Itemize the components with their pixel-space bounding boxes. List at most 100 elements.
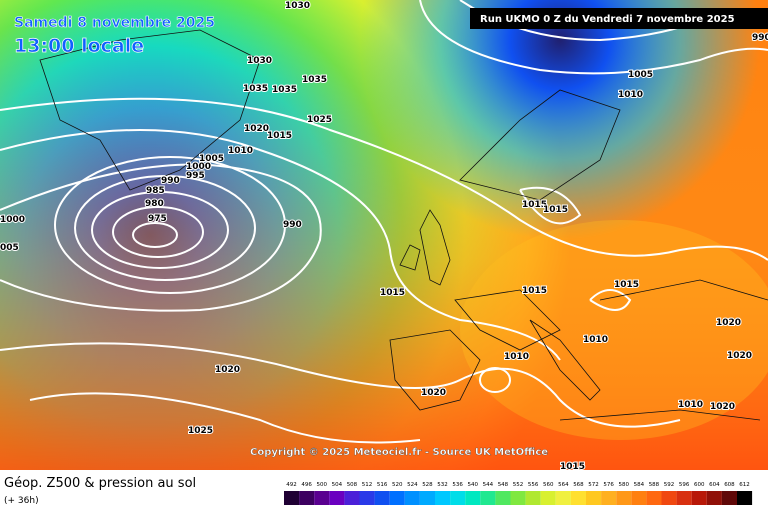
isobars [0, 0, 768, 443]
colorbar-label: 524 [407, 482, 418, 488]
colorbar-label: 564 [558, 482, 569, 488]
colorbar-cell [374, 491, 390, 505]
isobar-label: 990 [752, 33, 768, 43]
isobar-label: 990 [283, 220, 302, 230]
colorbar-cell [299, 491, 315, 505]
isobar-label: 1015 [380, 288, 405, 298]
isobar-label: 1000 [186, 162, 211, 172]
colorbar-label: 536 [452, 482, 463, 488]
isobar-label: 1015 [614, 280, 639, 290]
colorbar-label: 548 [498, 482, 509, 488]
colorbar-cell [691, 491, 707, 505]
colorbar-label: 588 [649, 482, 660, 488]
isobar-label: 1000 [0, 215, 25, 225]
isobar-label: 995 [186, 171, 205, 181]
colorbar-cell [570, 491, 586, 505]
isobar-label: 1010 [504, 352, 529, 362]
legend-title: Géop. Z500 & pression au sol [4, 476, 196, 491]
colorbar-cell [646, 491, 662, 505]
colorbar-label: 540 [468, 482, 479, 488]
isobar-label: 1010 [583, 335, 608, 345]
isobar-label: 1020 [727, 351, 752, 361]
isobar-label: 1020 [716, 318, 741, 328]
colorbar-cell [284, 491, 300, 505]
colorbar-cell [555, 491, 571, 505]
isobar-label: 1035 [302, 75, 327, 85]
date: Samedi 8 novembre 2025 [14, 15, 215, 31]
colorbar-label: 608 [724, 482, 735, 488]
isobar-label: 1035 [243, 84, 268, 94]
colorbar-cell [404, 491, 420, 505]
isobar-label: 1015 [267, 131, 292, 141]
run: Run UKMO 0 Z du Vendredi 7 novembre 2025 [480, 14, 735, 25]
colorbar-label: 544 [483, 482, 494, 488]
field-ne [0, 0, 768, 470]
colorbar-label: 584 [634, 482, 645, 488]
run-box [470, 8, 768, 29]
colorbar-label: 528 [422, 482, 433, 488]
colorbar-cell [601, 491, 617, 505]
colorbar-label: 612 [739, 482, 750, 488]
colorbar-label: 492 [286, 482, 297, 488]
colorbar-label: 600 [694, 482, 705, 488]
colorbar-label: 560 [543, 482, 554, 488]
colorbar-label: 512 [362, 482, 373, 488]
colorbar-cell [631, 491, 647, 505]
warm-zone [460, 220, 768, 440]
colorbar-cell [480, 491, 496, 505]
colorbar-cell [435, 491, 451, 505]
colorbar-cell [495, 491, 511, 505]
colorbar-cell [616, 491, 632, 505]
isobar-label: 1010 [618, 90, 643, 100]
isobar-label: 1020 [710, 402, 735, 412]
colorbar: 492 496 500 504 508 512 516 520 524 528 532 536 540 5… [284, 482, 753, 505]
colorbar-label: 592 [664, 482, 675, 488]
isobar-label: 1020 [244, 124, 269, 134]
colorbar-cell [359, 491, 375, 505]
isobar-label: 1020 [215, 365, 240, 375]
isobar-label: 1015 [522, 200, 547, 210]
colorbar-cell [525, 491, 541, 505]
isobar-label: 1030 [247, 56, 272, 66]
colorbar-label: 504 [332, 482, 343, 488]
colorbar-label: 556 [528, 482, 539, 488]
colorbar-cell [329, 491, 345, 505]
colorbar-cell [721, 491, 737, 505]
colorbar-cell [419, 491, 435, 505]
isobar-label: 1015 [522, 286, 547, 296]
isobar-label: 975 [148, 214, 167, 224]
isobar-label: 1030 [285, 1, 310, 11]
colorbar-label: 580 [619, 482, 630, 488]
colorbar-cell [465, 491, 481, 505]
colorbar-cell [540, 491, 556, 505]
colorbar-label: 596 [679, 482, 690, 488]
colorbar-label: 500 [317, 482, 328, 488]
colorbar-cell [676, 491, 692, 505]
colorbar-label: 520 [392, 482, 403, 488]
colorbar-label: 508 [347, 482, 358, 488]
colorbar-cell [450, 491, 466, 505]
colorbar-label: 568 [573, 482, 584, 488]
copyright: Copyright © 2025 Meteociel.fr - Source U… [250, 447, 548, 458]
colorbar-label: 552 [513, 482, 524, 488]
isobar-label: 1005 [199, 154, 224, 164]
isobar-label: 980 [145, 199, 164, 209]
colorbar-cell [586, 491, 602, 505]
colorbar-label: 516 [377, 482, 388, 488]
colorbar-label: 532 [437, 482, 448, 488]
legend-lead: (+ 36h) [4, 496, 39, 506]
colorbar-label: 496 [301, 482, 312, 488]
colorbar-label: 572 [588, 482, 599, 488]
colorbar-label: 576 [603, 482, 614, 488]
time: 13:00 locale [14, 35, 144, 57]
colorbar-cell [389, 491, 405, 505]
isobar-label: 990 [161, 176, 180, 186]
isobar-label: 1025 [188, 426, 213, 436]
isobar-label: 1010 [678, 400, 703, 410]
colorbar-cell [737, 491, 753, 505]
isobar-label: 1005 [628, 70, 653, 80]
isobar-label: 005 [0, 243, 19, 253]
isobar-label: 1035 [272, 85, 297, 95]
isobar-label: 1010 [228, 146, 253, 156]
